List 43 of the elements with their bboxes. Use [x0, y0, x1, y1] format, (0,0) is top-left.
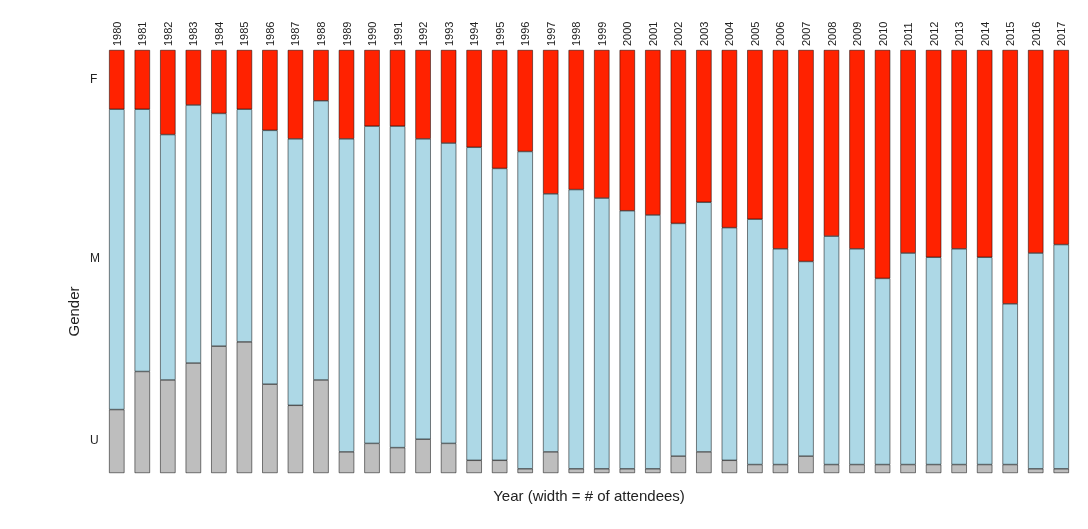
x-tick-label: 2001 — [646, 21, 659, 46]
x-tick-label: 2009 — [851, 21, 864, 46]
x-tick-label: 2007 — [799, 21, 812, 46]
x-tick-label: 1999 — [595, 21, 608, 46]
series-label: F — [90, 71, 98, 86]
x-tick-label: 2005 — [748, 21, 761, 46]
x-tick-label: 1985 — [238, 21, 251, 46]
x-tick-label: 2010 — [876, 21, 889, 46]
x-tick-label: 1995 — [493, 21, 506, 46]
x-tick-label: 2015 — [1004, 21, 1017, 46]
x-tick-label: 2003 — [697, 21, 710, 46]
x-tick-label: 2000 — [621, 21, 634, 46]
x-tick-label: 1997 — [544, 21, 557, 46]
x-tick-label: 1994 — [468, 21, 481, 46]
x-tick-label: 2002 — [672, 21, 685, 46]
x-tick-label: 1987 — [289, 21, 302, 46]
x-tick-label: 1982 — [161, 21, 174, 46]
series-label: U — [90, 433, 99, 448]
x-tick-label: 1990 — [366, 21, 379, 46]
x-tick-label: 1991 — [391, 21, 404, 46]
x-tick-label: 1983 — [187, 21, 200, 46]
x-tick-label: 1996 — [519, 21, 532, 46]
x-tick-label: 2004 — [723, 21, 736, 46]
x-tick-label: 2013 — [953, 21, 966, 46]
x-tick-label: 1980 — [110, 21, 123, 46]
x-tick-label: 2008 — [825, 21, 838, 46]
y-axis-title: Gender — [65, 286, 82, 337]
x-tick-label: 1993 — [442, 21, 455, 46]
x-tick-label: 2017 — [1055, 21, 1068, 46]
x-tick-label: 1984 — [212, 21, 225, 46]
x-tick-label: 2016 — [1029, 21, 1042, 46]
x-tick-label: 1986 — [263, 21, 276, 46]
x-tick-label: 1992 — [417, 21, 430, 46]
x-tick-label: 1988 — [314, 21, 327, 46]
x-tick-label: 1989 — [340, 21, 353, 46]
x-tick-label: 2011 — [902, 22, 915, 46]
x-tick-label: 2006 — [774, 21, 787, 46]
x-tick-label: 2012 — [927, 21, 940, 46]
x-tick-label: 1998 — [570, 21, 583, 46]
x-tick-label: 2014 — [978, 21, 991, 46]
series-label: M — [90, 251, 100, 266]
x-tick-label: 1981 — [136, 21, 149, 46]
x-axis-title: Year (width = # of attendees) — [493, 487, 685, 504]
